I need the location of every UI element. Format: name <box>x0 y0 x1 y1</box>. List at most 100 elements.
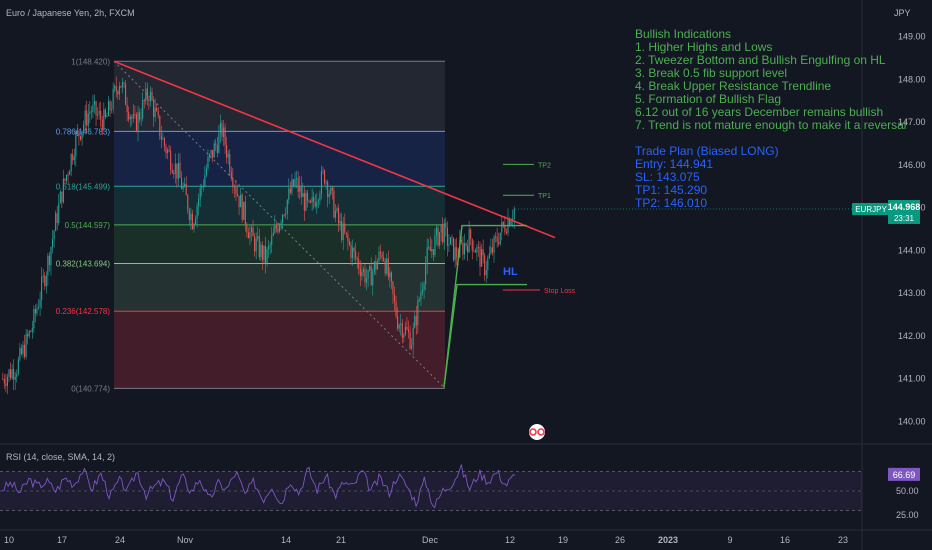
candle-17 <box>28 331 30 337</box>
candle-290 <box>453 237 455 261</box>
candle-321 <box>501 221 503 233</box>
flag-upper-line[interactable] <box>443 224 527 388</box>
candle-196 <box>306 192 309 201</box>
logo-icon-ring-right <box>537 428 545 436</box>
candle-317 <box>495 236 497 238</box>
price-badge[interactable] <box>888 199 920 224</box>
candle-240 <box>375 261 377 270</box>
candle-123 <box>193 224 195 230</box>
candle-230 <box>359 268 361 277</box>
logo-icon <box>529 424 545 440</box>
candle-108 <box>170 151 172 170</box>
candle-299 <box>467 245 469 253</box>
candle-150 <box>235 187 237 195</box>
candle-304 <box>474 250 476 253</box>
symbol-title: Euro / Japanese Yen, 2h, FXCM <box>6 8 135 18</box>
candle-12 <box>20 347 22 355</box>
candle-149 <box>233 186 235 188</box>
candle-282 <box>440 224 442 232</box>
candle-250 <box>390 272 392 282</box>
candle-137 <box>215 143 217 146</box>
symbol-badge[interactable] <box>852 202 890 215</box>
fib-label-3: 0.5(144.597) <box>65 221 111 230</box>
candle-170 <box>266 249 268 263</box>
candle-55 <box>87 113 89 126</box>
time-tick-2: 24 <box>115 535 125 545</box>
candle-244 <box>381 253 383 258</box>
candle-165 <box>258 236 260 258</box>
price-tick-8: 141.00 <box>898 374 926 384</box>
price-tick-7: 142.00 <box>898 331 926 341</box>
candle-131 <box>205 168 207 176</box>
candle-203 <box>317 200 319 202</box>
candle-72 <box>114 86 116 89</box>
rsi-band <box>0 471 862 511</box>
candle-241 <box>376 261 378 270</box>
fib-label-0: 1(148.420) <box>71 57 110 66</box>
candle-243 <box>379 251 382 254</box>
rsi-value-badge[interactable] <box>888 467 920 481</box>
candle-109 <box>171 169 173 173</box>
candle-46 <box>73 156 75 161</box>
rsi-line[interactable] <box>1 464 516 509</box>
candle-215 <box>336 208 338 211</box>
candle-136 <box>213 143 215 158</box>
candle-132 <box>207 156 209 169</box>
candle-53 <box>84 110 86 125</box>
candle-63 <box>100 110 102 120</box>
candle-197 <box>308 200 310 202</box>
candle-117 <box>184 183 186 187</box>
candle-26 <box>42 275 44 277</box>
resistance-trendline[interactable] <box>113 60 556 239</box>
candle-178 <box>278 224 281 232</box>
candle-261 <box>407 329 410 333</box>
candle-199 <box>311 197 313 203</box>
candle-322 <box>502 221 504 225</box>
candle-172 <box>269 244 271 246</box>
candle-213 <box>333 190 335 218</box>
candle-20 <box>33 309 35 329</box>
candle-100 <box>157 110 159 116</box>
candle-189 <box>296 178 298 180</box>
candle-69 <box>109 101 111 111</box>
candle-152 <box>238 195 240 208</box>
candle-253 <box>395 301 397 317</box>
candle-249 <box>389 272 391 278</box>
time-tick-4: 14 <box>281 535 291 545</box>
currency-label: JPY <box>894 8 911 18</box>
candle-311 <box>485 270 487 276</box>
bullish-point-1: 1. Higher Highs and Lows <box>635 40 773 54</box>
candle-273 <box>426 247 428 265</box>
candle-272 <box>425 264 427 285</box>
candle-260 <box>406 326 408 330</box>
candle-138 <box>216 145 218 153</box>
candle-30 <box>48 255 50 266</box>
trade-plan-tp2: TP2: 146.010 <box>635 196 708 210</box>
candle-238 <box>372 271 374 286</box>
candle-66 <box>104 109 106 117</box>
rsi-title: RSI (14, close, SMA, 14, 2) <box>6 452 116 462</box>
candle-18 <box>30 331 32 332</box>
candle-36 <box>58 203 60 224</box>
candle-130 <box>204 175 206 186</box>
candle-153 <box>240 194 242 208</box>
candle-96 <box>151 91 153 101</box>
candle-312 <box>487 257 489 271</box>
hl-label: HL <box>503 266 518 278</box>
candle-224 <box>350 244 352 259</box>
bullish-point-6: 6.12 out of 16 years December remains bu… <box>635 105 884 119</box>
trade-plan-title: Trade Plan (Biased LONG) <box>635 144 779 158</box>
candle-206 <box>322 170 324 172</box>
candle-188 <box>294 178 296 186</box>
time-tick-0: 10 <box>4 535 14 545</box>
candle-40 <box>64 178 66 181</box>
price-tick-2: 147.00 <box>898 117 926 127</box>
flag-lower-line[interactable] <box>443 283 527 388</box>
candle-5 <box>10 369 12 379</box>
candle-214 <box>334 210 336 218</box>
candle-279 <box>435 227 438 236</box>
candle-315 <box>491 247 494 253</box>
candle-15 <box>25 333 27 357</box>
